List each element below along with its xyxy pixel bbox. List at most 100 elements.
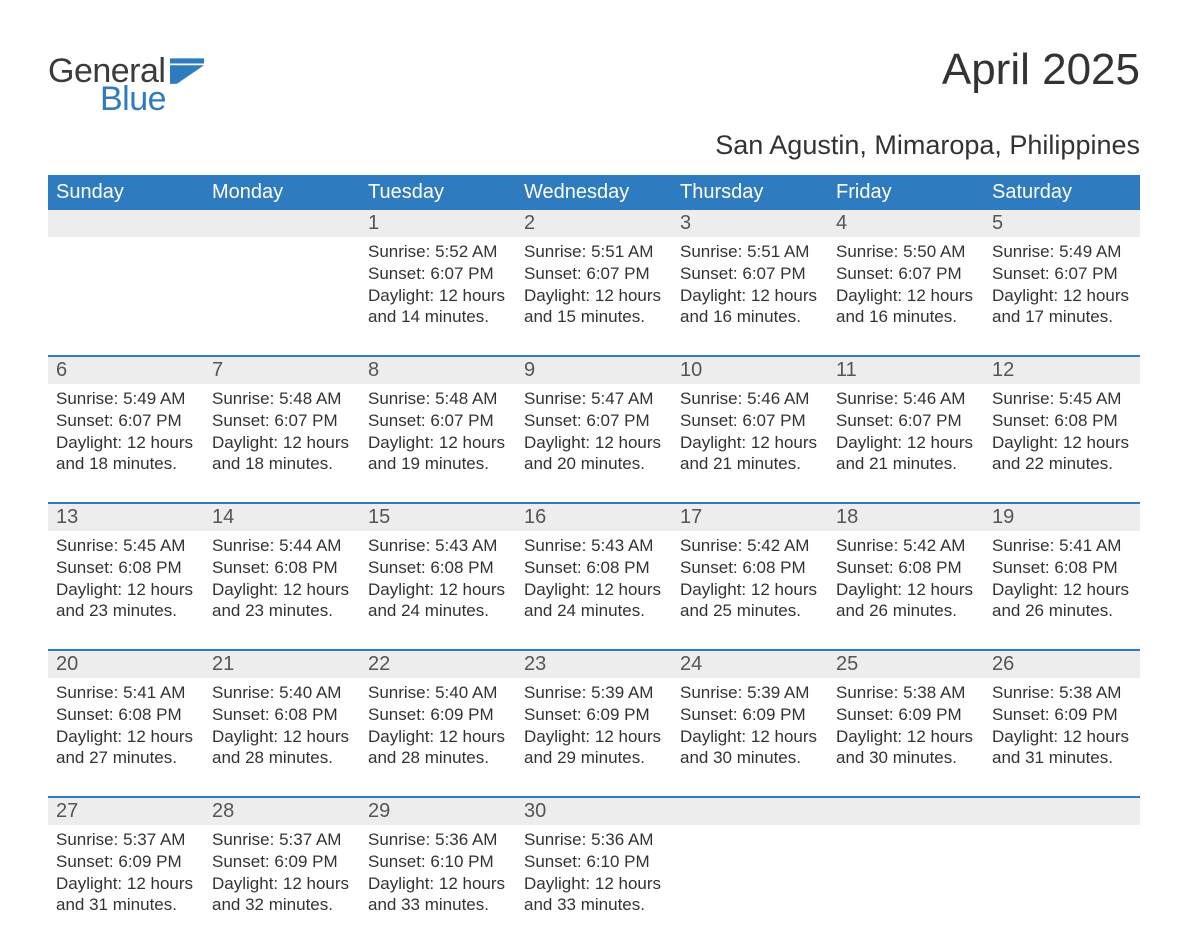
calendar-week: 27282930Sunrise: 5:37 AMSunset: 6:09 PMD… (48, 796, 1140, 929)
sunset-text: Sunset: 6:08 PM (524, 557, 664, 579)
dow-monday: Monday (204, 175, 360, 210)
daylight-text: Daylight: 12 hours and 15 minutes. (524, 285, 664, 329)
calendar-week: 20212223242526Sunrise: 5:41 AMSunset: 6:… (48, 649, 1140, 782)
daylight-text: Daylight: 12 hours and 31 minutes. (992, 726, 1132, 770)
day-cell: Sunrise: 5:39 AMSunset: 6:09 PMDaylight:… (516, 678, 672, 782)
day-number: 24 (672, 651, 828, 678)
day-number (828, 798, 984, 825)
sunset-text: Sunset: 6:08 PM (836, 557, 976, 579)
day-number (672, 798, 828, 825)
day-cell: Sunrise: 5:41 AMSunset: 6:08 PMDaylight:… (984, 531, 1140, 635)
sunrise-text: Sunrise: 5:44 AM (212, 535, 352, 557)
daylight-text: Daylight: 12 hours and 33 minutes. (524, 873, 664, 917)
daylight-text: Daylight: 12 hours and 16 minutes. (680, 285, 820, 329)
sunset-text: Sunset: 6:07 PM (368, 263, 508, 285)
sunset-text: Sunset: 6:07 PM (524, 263, 664, 285)
day-number: 19 (984, 504, 1140, 531)
day-of-week-header: Sunday Monday Tuesday Wednesday Thursday… (48, 175, 1140, 210)
calendar-week: 12345Sunrise: 5:52 AMSunset: 6:07 PMDayl… (48, 210, 1140, 341)
day-content-row: Sunrise: 5:41 AMSunset: 6:08 PMDaylight:… (48, 678, 1140, 782)
daylight-text: Daylight: 12 hours and 23 minutes. (212, 579, 352, 623)
sunset-text: Sunset: 6:09 PM (524, 704, 664, 726)
sunrise-text: Sunrise: 5:48 AM (368, 388, 508, 410)
day-cell: Sunrise: 5:37 AMSunset: 6:09 PMDaylight:… (48, 825, 204, 929)
day-number: 6 (48, 357, 204, 384)
day-cell: Sunrise: 5:46 AMSunset: 6:07 PMDaylight:… (828, 384, 984, 488)
daylight-text: Daylight: 12 hours and 18 minutes. (56, 432, 196, 476)
header: General Blue April 2025 (48, 48, 1140, 116)
daylight-text: Daylight: 12 hours and 28 minutes. (368, 726, 508, 770)
day-cell: Sunrise: 5:48 AMSunset: 6:07 PMDaylight:… (360, 384, 516, 488)
day-number: 9 (516, 357, 672, 384)
day-content-row: Sunrise: 5:52 AMSunset: 6:07 PMDaylight:… (48, 237, 1140, 341)
sunrise-text: Sunrise: 5:39 AM (680, 682, 820, 704)
sunrise-text: Sunrise: 5:52 AM (368, 241, 508, 263)
daylight-text: Daylight: 12 hours and 33 minutes. (368, 873, 508, 917)
day-cell: Sunrise: 5:42 AMSunset: 6:08 PMDaylight:… (828, 531, 984, 635)
day-content-row: Sunrise: 5:49 AM Sunset: 6:07 PM Daylight:… (48, 384, 1140, 488)
day-cell: Sunrise: 5:38 AMSunset: 6:09 PMDaylight:… (984, 678, 1140, 782)
day-number: 29 (360, 798, 516, 825)
sunrise-text: Sunrise: 5:41 AM (992, 535, 1132, 557)
day-cell: Sunrise: 5:50 AMSunset: 6:07 PMDaylight:… (828, 237, 984, 341)
sunrise-text: Sunrise: 5:49 AM (992, 241, 1132, 263)
daylight-text: Daylight: 12 hours and 16 minutes. (836, 285, 976, 329)
day-cell: Sunrise: 5:49 AMSunset: 6:07 PMDaylight:… (984, 237, 1140, 341)
sunrise-text: Sunrise: 5:49 AM (56, 388, 196, 410)
sunset-text: Sunset: 6:08 PM (992, 410, 1132, 432)
day-number-row: 12345 (48, 210, 1140, 237)
day-cell: Sunrise: 5:49 AMSunset: 6:07 PMDaylight:… (48, 384, 204, 488)
sunrise-text: Sunrise: 5:51 AM (680, 241, 820, 263)
calendar-week: 6789101112 Sunrise: 5:49 AM Sunset: 6:07 P… (48, 355, 1140, 488)
sunrise-text: Sunrise: 5:43 AM (524, 535, 664, 557)
day-cell (204, 237, 360, 341)
sunrise-text: Sunrise: 5:50 AM (836, 241, 976, 263)
day-number: 8 (360, 357, 516, 384)
sunrise-text: Sunrise: 5:38 AM (836, 682, 976, 704)
day-number-row: 6789101112 (48, 357, 1140, 384)
day-cell: Sunrise: 5:41 AMSunset: 6:08 PMDaylight:… (48, 678, 204, 782)
day-cell: Sunrise: 5:37 AMSunset: 6:09 PMDaylight:… (204, 825, 360, 929)
sunrise-text: Sunrise: 5:43 AM (368, 535, 508, 557)
day-cell: Sunrise: 5:45 AMSunset: 6:08 PMDaylight:… (48, 531, 204, 635)
sunset-text: Sunset: 6:09 PM (212, 851, 352, 873)
dow-thursday: Thursday (672, 175, 828, 210)
day-number: 22 (360, 651, 516, 678)
day-number: 17 (672, 504, 828, 531)
sunset-text: Sunset: 6:09 PM (680, 704, 820, 726)
day-cell: Sunrise: 5:51 AMSunset: 6:07 PMDaylight:… (516, 237, 672, 341)
sunset-text: Sunset: 6:07 PM (680, 263, 820, 285)
day-number: 13 (48, 504, 204, 531)
day-number: 11 (828, 357, 984, 384)
sunrise-text: Sunrise: 5:38 AM (992, 682, 1132, 704)
sunrise-text: Sunrise: 5:45 AM (56, 535, 196, 557)
day-cell: Sunrise: 5:38 AMSunset: 6:09 PMDaylight:… (828, 678, 984, 782)
sunrise-text: Sunrise: 5:37 AM (56, 829, 196, 851)
brand-word2: Blue (100, 82, 166, 116)
day-cell: Sunrise: 5:44 AMSunset: 6:08 PMDaylight:… (204, 531, 360, 635)
day-number: 27 (48, 798, 204, 825)
dow-sunday: Sunday (48, 175, 204, 210)
day-number-row: 20212223242526 (48, 651, 1140, 678)
dow-wednesday: Wednesday (516, 175, 672, 210)
sunrise-text: Sunrise: 5:46 AM (836, 388, 976, 410)
day-number: 18 (828, 504, 984, 531)
daylight-text: Daylight: 12 hours and 20 minutes. (524, 432, 664, 476)
calendar: Sunday Monday Tuesday Wednesday Thursday… (48, 175, 1140, 929)
sunset-text: Sunset: 6:08 PM (212, 557, 352, 579)
dow-saturday: Saturday (984, 175, 1140, 210)
page-title: April 2025 (942, 48, 1140, 92)
daylight-text: Daylight: 12 hours and 26 minutes. (992, 579, 1132, 623)
day-cell: Sunrise: 5:42 AMSunset: 6:08 PMDaylight:… (672, 531, 828, 635)
day-number: 3 (672, 210, 828, 237)
sunset-text: Sunset: 6:07 PM (836, 263, 976, 285)
sunrise-text: Sunrise: 5:36 AM (524, 829, 664, 851)
brand-flag-icon (170, 58, 204, 86)
day-number: 10 (672, 357, 828, 384)
sunrise-text: Sunrise: 5:42 AM (680, 535, 820, 557)
sunset-text: Sunset: 6:07 PM (680, 410, 820, 432)
sunrise-text: Sunrise: 5:37 AM (212, 829, 352, 851)
sunset-text: Sunset: 6:08 PM (56, 704, 196, 726)
day-number: 16 (516, 504, 672, 531)
daylight-text: Daylight: 12 hours and 32 minutes. (212, 873, 352, 917)
